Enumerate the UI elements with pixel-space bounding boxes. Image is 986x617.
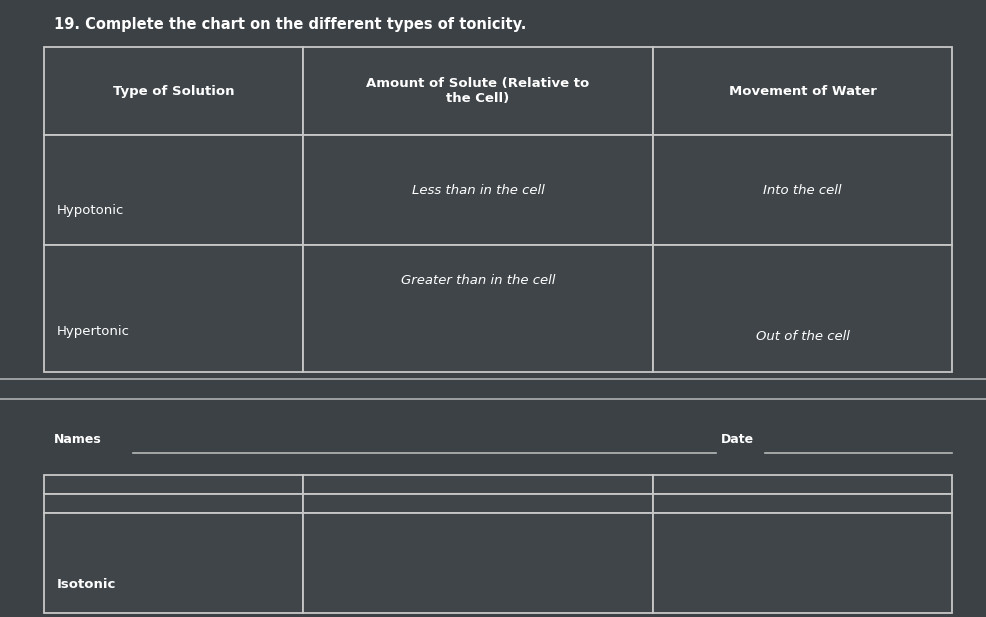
Text: Amount of Solute (Relative to
the Cell): Amount of Solute (Relative to the Cell)	[366, 77, 589, 106]
Bar	[44, 246, 303, 372]
Text: Out of the cell: Out of the cell	[755, 330, 849, 343]
Text: Hypotonic: Hypotonic	[56, 204, 123, 217]
Text: Into the cell: Into the cell	[762, 184, 841, 197]
Bar	[303, 48, 652, 135]
Bar	[44, 494, 303, 513]
Text: 19. Complete the chart on the different types of tonicity.: 19. Complete the chart on the different …	[54, 17, 527, 32]
Bar	[652, 135, 951, 246]
Bar	[303, 135, 652, 246]
Bar	[44, 513, 303, 613]
Text: Hypertonic: Hypertonic	[56, 325, 129, 338]
Text: Less than in the cell: Less than in the cell	[411, 184, 544, 197]
Text: Date: Date	[720, 433, 753, 446]
Bar	[652, 513, 951, 613]
Text: Isotonic: Isotonic	[56, 578, 115, 591]
Bar	[652, 246, 951, 372]
Bar	[303, 494, 652, 513]
Bar	[44, 48, 303, 135]
Bar	[303, 246, 652, 372]
Text: Greater than in the cell: Greater than in the cell	[400, 275, 555, 288]
Bar	[652, 494, 951, 513]
Bar	[44, 474, 303, 494]
Text: Movement of Water: Movement of Water	[728, 85, 876, 97]
Text: Type of Solution: Type of Solution	[113, 85, 235, 97]
Bar	[652, 474, 951, 494]
Bar	[44, 135, 303, 246]
Text: Names: Names	[54, 433, 102, 446]
Bar	[652, 48, 951, 135]
Bar	[303, 513, 652, 613]
Bar	[303, 474, 652, 494]
